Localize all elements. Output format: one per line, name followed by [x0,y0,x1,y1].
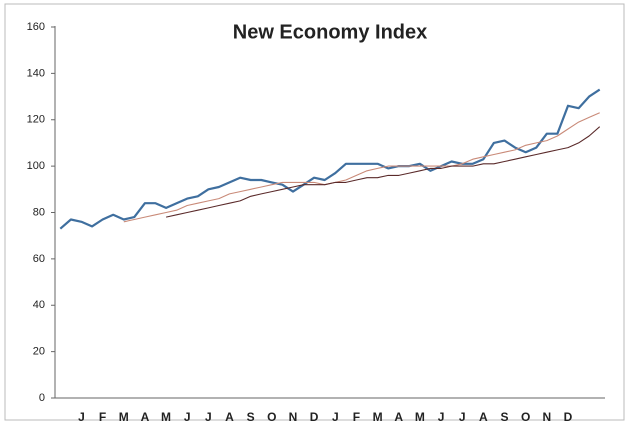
y-tick-label: 160 [27,21,45,33]
x-tick-label: D [564,410,573,424]
x-tick-label: J [205,410,212,424]
x-tick-label: J [78,410,85,424]
x-tick-label: M [119,410,129,424]
x-tick-label: O [267,410,276,424]
x-tick-label: F [353,410,360,424]
x-tick-label: J [184,410,191,424]
chart-border [4,3,625,421]
x-tick-label: N [289,410,298,424]
y-tick-label: 100 [27,160,45,172]
y-tick-label: 0 [39,392,45,404]
x-tick-label: J [438,410,445,424]
y-tick-label: 140 [27,67,45,79]
x-tick-label: S [247,410,255,424]
x-tick-label: M [373,410,383,424]
chart-title: New Economy Index [233,21,428,43]
x-tick-label: M [161,410,171,424]
x-tick-label: M [415,410,425,424]
y-tick-label: 40 [33,299,45,311]
x-tick-label: O [521,410,530,424]
x-tick-label: F [99,410,106,424]
x-tick-label: S [501,410,509,424]
x-tick-label: A [479,410,488,424]
x-tick-label: J [332,410,339,424]
y-tick-label: 20 [33,346,45,358]
x-tick-label: D [310,410,319,424]
y-tick-label: 80 [33,206,45,218]
series-line [59,88,601,230]
x-tick-label: J [459,410,466,424]
series-line [165,126,601,218]
x-tick-label: A [225,410,234,424]
x-tick-label: A [394,410,403,424]
y-tick-label: 120 [27,114,45,126]
y-tick-label: 60 [33,253,45,265]
x-tick-label: N [542,410,551,424]
series-line [123,112,600,223]
x-tick-label: A [141,410,150,424]
